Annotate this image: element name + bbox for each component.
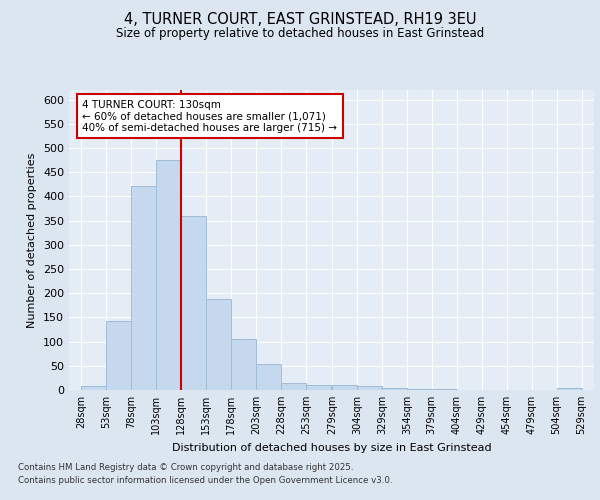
Text: Contains public sector information licensed under the Open Government Licence v3: Contains public sector information licen…: [18, 476, 392, 485]
Bar: [231, 338, 256, 390]
Bar: [557, 388, 581, 390]
Bar: [382, 388, 407, 390]
Bar: [256, 364, 281, 390]
Text: Contains HM Land Registry data © Crown copyright and database right 2025.: Contains HM Land Registry data © Crown c…: [18, 462, 353, 471]
Bar: [357, 386, 382, 390]
Bar: [181, 216, 206, 390]
Text: 4, TURNER COURT, EAST GRINSTEAD, RH19 3EU: 4, TURNER COURT, EAST GRINSTEAD, RH19 3E…: [124, 12, 476, 28]
Bar: [382, 388, 407, 390]
X-axis label: Distribution of detached houses by size in East Grinstead: Distribution of detached houses by size …: [172, 442, 491, 452]
Bar: [206, 299, 231, 390]
Bar: [432, 388, 457, 390]
Bar: [357, 386, 382, 390]
Bar: [157, 160, 181, 390]
Bar: [131, 186, 157, 390]
Bar: [306, 384, 331, 390]
Bar: [82, 386, 106, 390]
Bar: [281, 383, 306, 390]
Bar: [332, 385, 357, 390]
Text: Size of property relative to detached houses in East Grinstead: Size of property relative to detached ho…: [116, 28, 484, 40]
Bar: [206, 299, 231, 390]
Bar: [82, 386, 106, 390]
Bar: [557, 388, 581, 390]
Bar: [432, 388, 457, 390]
Text: 4 TURNER COURT: 130sqm
← 60% of detached houses are smaller (1,071)
40% of semi-: 4 TURNER COURT: 130sqm ← 60% of detached…: [82, 100, 337, 133]
Bar: [106, 321, 131, 390]
Bar: [106, 321, 131, 390]
Bar: [256, 364, 281, 390]
Bar: [407, 389, 432, 390]
Bar: [231, 338, 256, 390]
Y-axis label: Number of detached properties: Number of detached properties: [28, 152, 37, 328]
Bar: [157, 160, 181, 390]
Bar: [131, 186, 157, 390]
Bar: [281, 383, 306, 390]
Bar: [306, 384, 331, 390]
Bar: [407, 389, 432, 390]
Bar: [332, 385, 357, 390]
Bar: [181, 216, 206, 390]
